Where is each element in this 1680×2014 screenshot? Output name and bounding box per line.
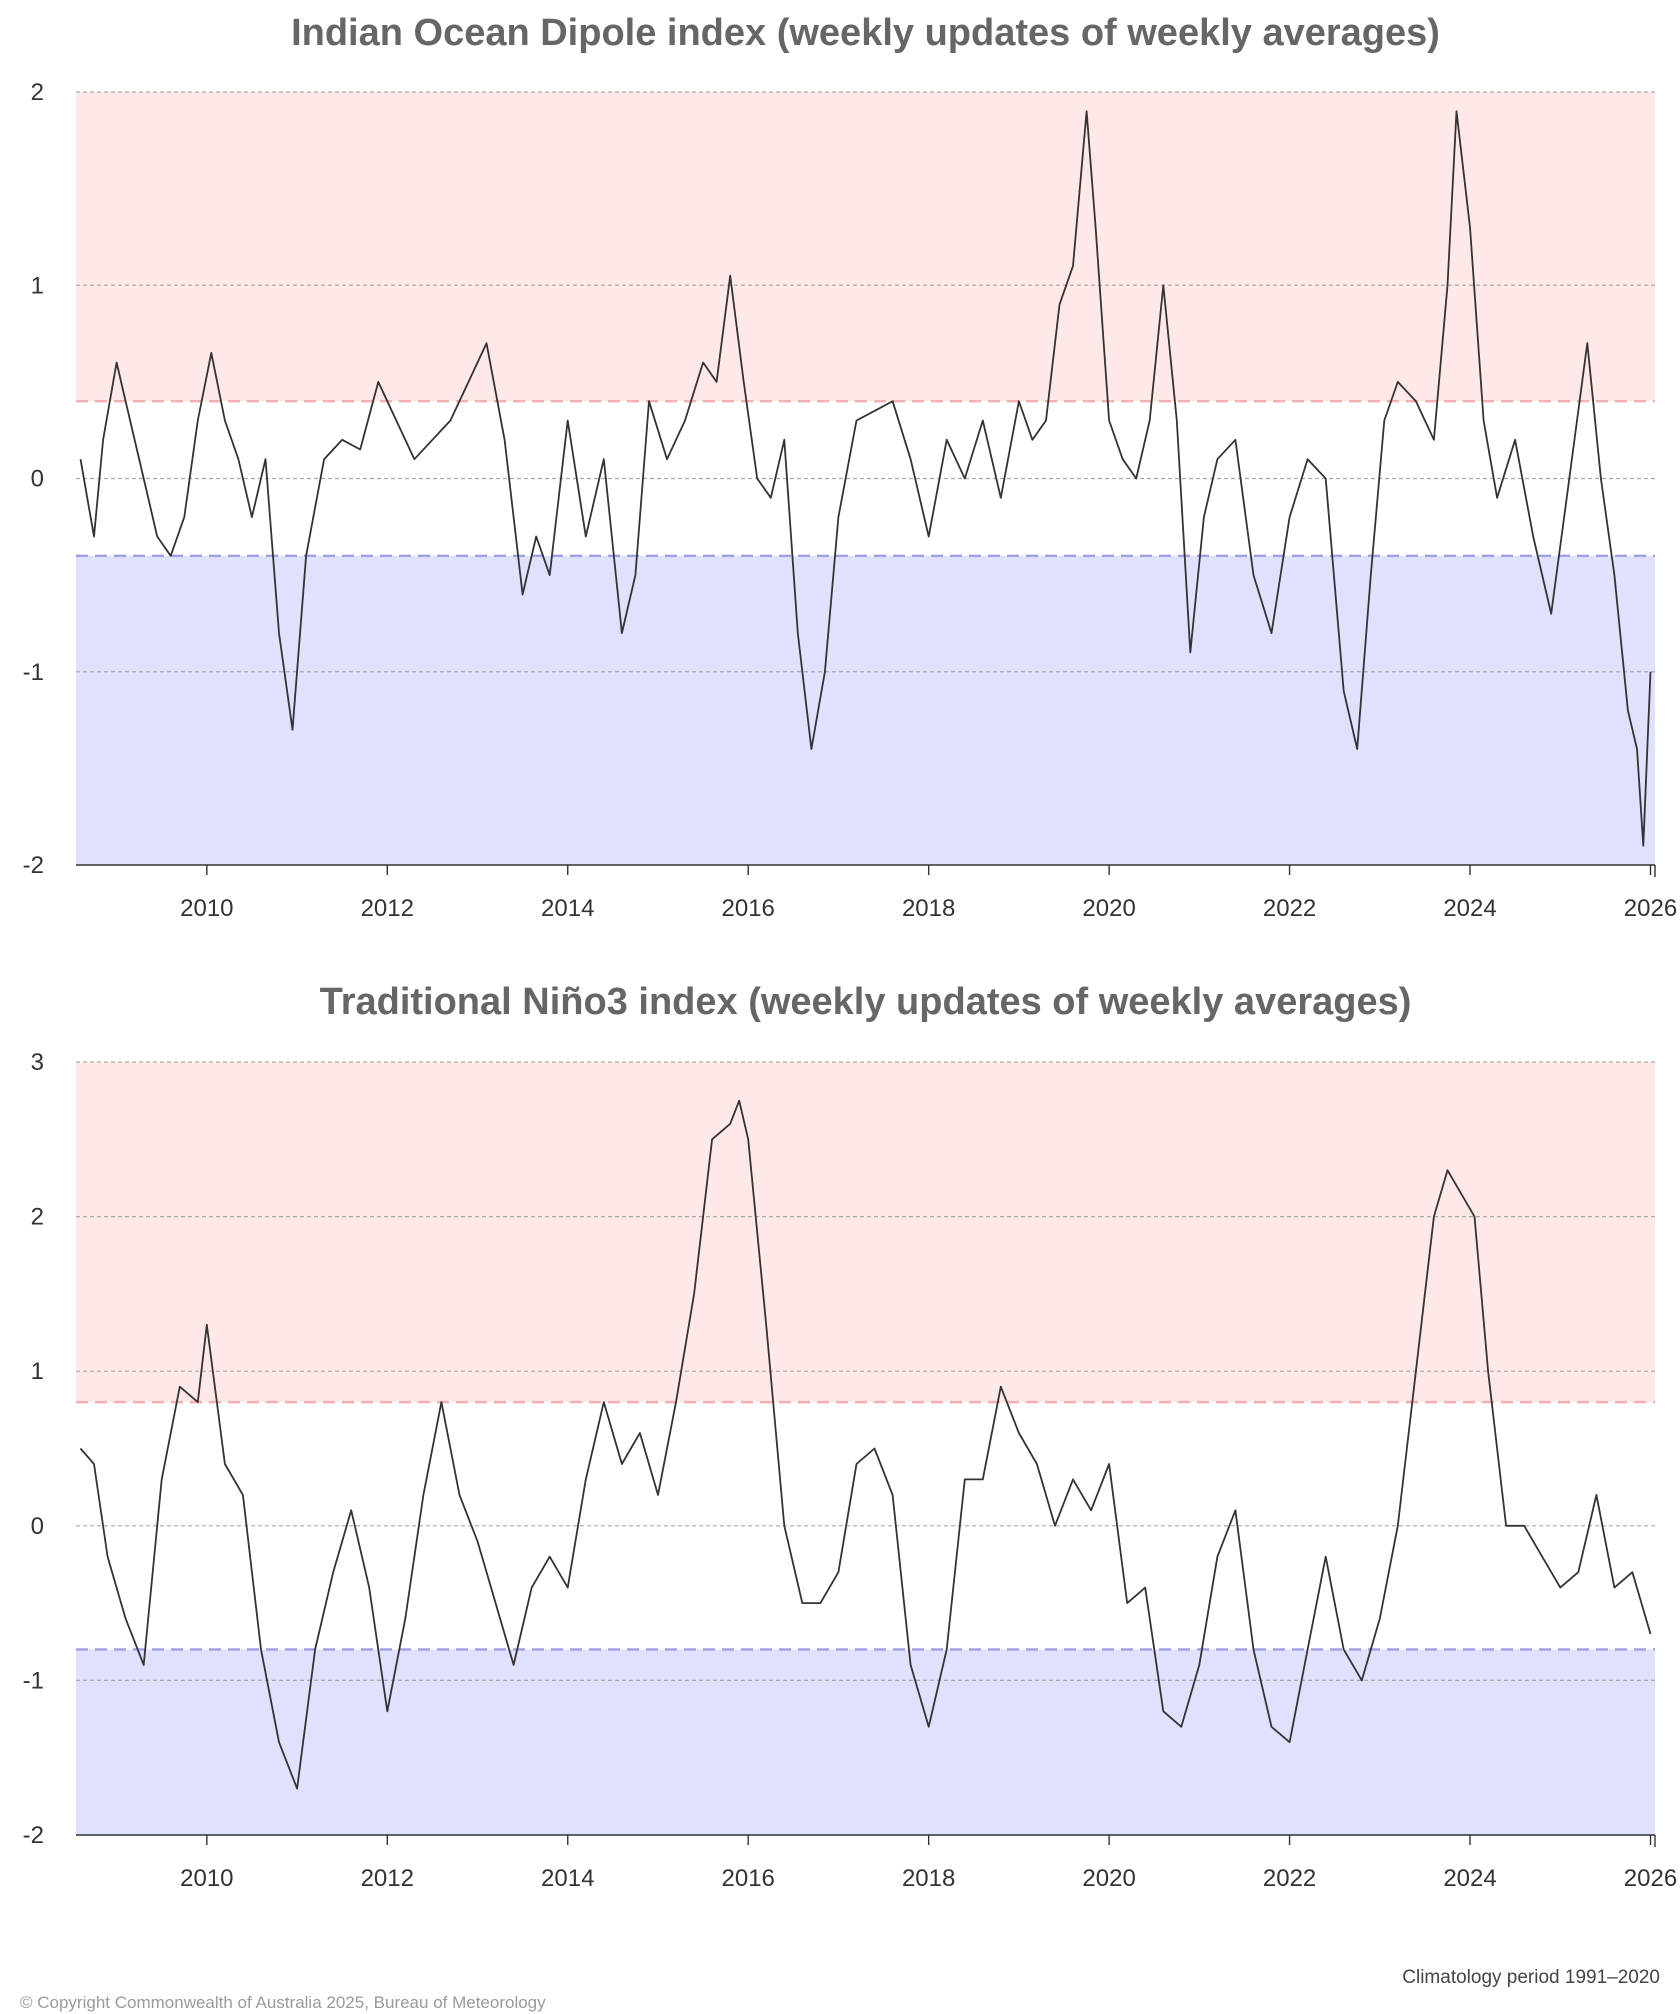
nino3-xtick-label: 2022 bbox=[1263, 1865, 1316, 1892]
nino3-ytick-label: 0 bbox=[31, 1513, 44, 1540]
nino3-negative-band bbox=[76, 1649, 1655, 1835]
iod-xtick-label: 2010 bbox=[180, 895, 233, 922]
nino3-xtick-label: 2012 bbox=[361, 1865, 414, 1892]
iod-chart: Indian Ocean Dipole index (weekly update… bbox=[23, 12, 1678, 922]
iod-xtick-label: 2016 bbox=[722, 895, 775, 922]
nino3-chart: Traditional Niño3 index (weekly updates … bbox=[23, 981, 1678, 1892]
nino3-ytick-label: 3 bbox=[31, 1049, 44, 1076]
nino3-series-line bbox=[79, 1099, 1652, 1790]
iod-ytick-label: 0 bbox=[31, 466, 44, 493]
nino3-xtick-label: 2016 bbox=[722, 1865, 775, 1892]
iod-ytick-label: 2 bbox=[31, 79, 44, 106]
nino3-xtick-label: 2026 bbox=[1624, 1865, 1677, 1892]
iod-negative-band bbox=[76, 555, 1655, 865]
iod-ytick-label: -1 bbox=[23, 659, 44, 686]
nino3-xtick-label: 2018 bbox=[902, 1865, 955, 1892]
iod-xtick-label: 2026 bbox=[1624, 895, 1677, 922]
nino3-ytick-label: -2 bbox=[23, 1822, 44, 1849]
nino3-xtick-label: 2014 bbox=[541, 1865, 594, 1892]
nino3-xtick-label: 2024 bbox=[1443, 1865, 1496, 1892]
nino3-ytick-label: 1 bbox=[31, 1358, 44, 1385]
iod-ytick-label: 1 bbox=[31, 272, 44, 299]
iod-xtick-label: 2012 bbox=[361, 895, 414, 922]
copyright-notice: © Copyright Commonwealth of Australia 20… bbox=[20, 1993, 546, 2012]
iod-xtick-label: 2020 bbox=[1082, 895, 1135, 922]
iod-xtick-label: 2014 bbox=[541, 895, 594, 922]
nino3-xtick-label: 2020 bbox=[1082, 1865, 1135, 1892]
nino3-ytick-label: -1 bbox=[23, 1667, 44, 1694]
iod-positive-band bbox=[76, 92, 1655, 402]
nino3-title: Traditional Niño3 index (weekly updates … bbox=[320, 981, 1412, 1023]
iod-xtick-label: 2022 bbox=[1263, 895, 1316, 922]
nino3-xtick-label: 2010 bbox=[180, 1865, 233, 1892]
nino3-positive-band bbox=[76, 1062, 1655, 1403]
iod-title: Indian Ocean Dipole index (weekly update… bbox=[291, 12, 1440, 54]
nino3-ytick-label: 2 bbox=[31, 1204, 44, 1231]
climatology-note: Climatology period 1991–2020 bbox=[1402, 1967, 1660, 1988]
iod-series-line bbox=[79, 110, 1652, 847]
iod-xtick-label: 2018 bbox=[902, 895, 955, 922]
iod-xtick-label: 2024 bbox=[1443, 895, 1496, 922]
iod-ytick-label: -2 bbox=[23, 852, 44, 879]
